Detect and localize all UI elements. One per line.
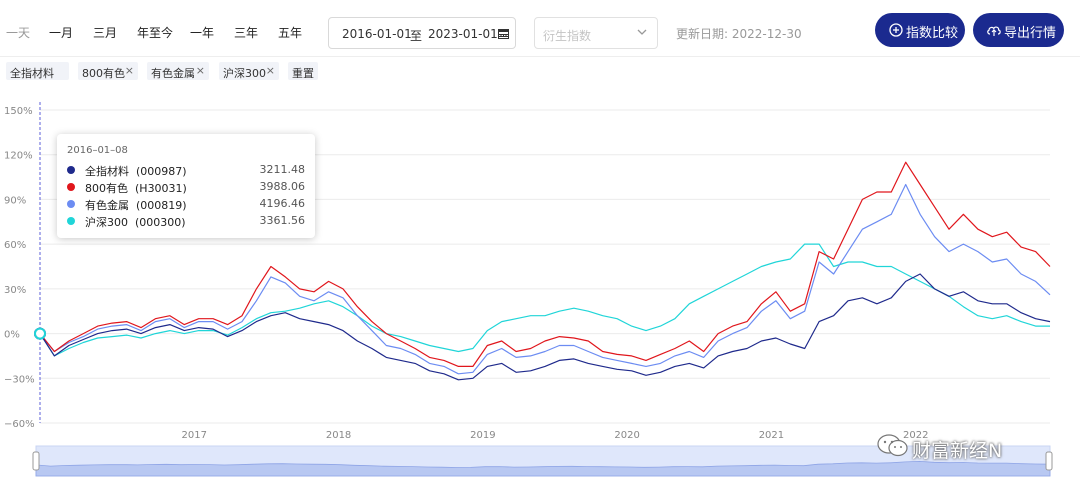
tooltip-value: 4196.46 [259, 197, 306, 210]
series-line [39, 161, 1051, 367]
y-tick-label: 60% [4, 240, 26, 251]
series-code: (H30031) [135, 182, 187, 195]
index-compare-label: 指数比较 [906, 26, 959, 41]
range-1m-button[interactable]: 一月 [49, 26, 74, 40]
calendar-icon[interactable] [498, 28, 509, 39]
range-navigator [32, 445, 1053, 477]
tooltip-row: 有色金属 (000819) 4196.46 [67, 197, 305, 213]
date-range-picker[interactable]: 2016-01-01 至 2023-01-01 [328, 17, 516, 49]
remove-tag-icon[interactable]: × [265, 64, 275, 77]
tooltip-row: 全指材料 (000987) 3211.48 [67, 163, 305, 179]
crosshair-markers [34, 102, 46, 423]
date-separator: 至 [410, 29, 423, 43]
tooltip-value: 3361.56 [259, 214, 306, 227]
cloud-upload-icon [987, 26, 1001, 36]
series-code: (000819) [136, 199, 187, 212]
y-tick-label: −60% [4, 419, 35, 430]
wechat-icon [877, 434, 908, 457]
tag-label: 有色金属 [151, 67, 195, 80]
chart-tooltip: 2016–01–08 全指材料 (000987) 3211.48 800有色 (… [57, 134, 315, 238]
y-tick-label: 90% [4, 195, 26, 206]
tooltip-value: 3211.48 [259, 163, 306, 176]
y-tick-label: 0% [4, 330, 20, 341]
reset-label: 重置 [292, 67, 314, 80]
tag-nonferrous-metals[interactable]: 有色金属 × [147, 62, 209, 80]
range-ytd-button[interactable]: 年至今 [137, 26, 174, 40]
navigator-handle-left[interactable] [32, 451, 40, 471]
series-line [39, 243, 1050, 357]
update-date: 更新日期: 2022-12-30 [676, 27, 802, 41]
remove-tag-icon[interactable]: × [195, 64, 205, 77]
tooltip-series-name: 全指材料 (000987) [85, 163, 187, 179]
x-tick-label: 2021 [759, 430, 784, 441]
tooltip-row: 800有色 (H30031) 3988.06 [67, 180, 305, 196]
tag-csi300[interactable]: 沪深300 × [219, 62, 279, 80]
series-color-dot [67, 200, 75, 208]
range-1d-button[interactable]: 一天 [6, 26, 31, 40]
tag-label: 800有色 [82, 67, 125, 80]
date-end[interactable]: 2023-01-01 [428, 27, 498, 41]
y-tick-label: 150% [4, 106, 33, 117]
series-color-dot [67, 166, 75, 174]
tooltip-date: 2016–01–08 [67, 145, 128, 156]
series-line [39, 273, 1051, 381]
range-1y-button[interactable]: 一年 [190, 26, 215, 40]
x-tick-label: 2019 [470, 430, 495, 441]
x-tick-label: 2020 [614, 430, 639, 441]
series-name: 800有色 [85, 182, 128, 195]
series-name: 有色金属 [85, 199, 129, 212]
tag-label: 沪深300 [223, 67, 266, 80]
y-tick-label: −30% [4, 374, 35, 385]
plus-circle-icon [889, 23, 903, 37]
x-tick-label: 2018 [326, 430, 351, 441]
tooltip-series-name: 有色金属 (000819) [85, 197, 187, 213]
index-compare-button[interactable]: 指数比较 [875, 13, 965, 47]
series-line [39, 183, 1051, 375]
date-start[interactable]: 2016-01-01 [342, 27, 412, 41]
range-3y-button[interactable]: 三年 [234, 26, 259, 40]
derivative-index-select[interactable]: 衍生指数 [534, 17, 658, 49]
y-tick-label: 120% [4, 151, 33, 162]
export-quotes-button[interactable]: 导出行情 [973, 13, 1064, 47]
tooltip-value: 3988.06 [259, 180, 306, 193]
tooltip-series-name: 沪深300 (000300) [85, 214, 186, 230]
toolbar: 一天 一月 三月 年至今 一年 三年 五年 2016-01-01 至 2023-… [0, 0, 1080, 62]
watermark: 财富新经N [912, 440, 1003, 462]
navigator-handle-right[interactable] [1045, 451, 1053, 471]
remove-tag-icon[interactable]: × [124, 64, 134, 77]
y-tick-label: 30% [4, 285, 26, 296]
series-code: (000300) [135, 216, 186, 229]
series-name: 沪深300 [85, 216, 128, 229]
tag-materials[interactable]: 全指材料 [6, 62, 69, 80]
range-3m-button[interactable]: 三月 [93, 26, 118, 40]
tag-800-nonferrous[interactable]: 800有色 × [78, 62, 138, 80]
series-color-dot [67, 183, 75, 191]
series-name: 全指材料 [85, 165, 129, 178]
series-lines [39, 161, 1051, 381]
chevron-down-icon [637, 29, 647, 35]
y-axis-labels: −60% −30% 0% 30% 60% 90% 120% 150% [4, 106, 35, 430]
series-color-dot [67, 217, 75, 225]
reset-button[interactable]: 重置 [288, 62, 318, 80]
tag-label: 全指材料 [10, 67, 54, 80]
series-code: (000987) [136, 165, 187, 178]
x-tick-label: 2022 [903, 430, 928, 441]
x-tick-label: 2017 [182, 430, 207, 441]
toolbar-divider [0, 56, 1080, 57]
navigator-area [35, 460, 1051, 477]
range-5y-button[interactable]: 五年 [278, 26, 303, 40]
derivative-index-placeholder: 衍生指数 [543, 29, 592, 43]
export-quotes-label: 导出行情 [1004, 26, 1057, 41]
x-axis-labels: 2017 2018 2019 2020 2021 2022 [182, 430, 929, 441]
tooltip-series-name: 800有色 (H30031) [85, 180, 187, 196]
series-marker [34, 327, 46, 340]
tooltip-row: 沪深300 (000300) 3361.56 [67, 214, 305, 230]
